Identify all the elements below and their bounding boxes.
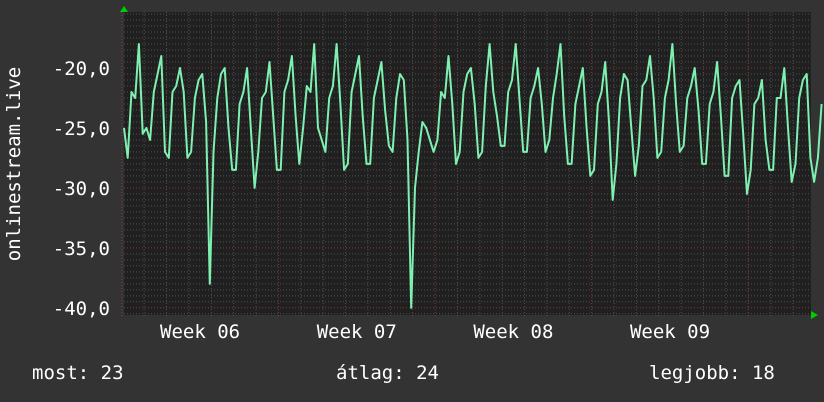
y-axis-arrow-icon <box>120 6 128 12</box>
y-tick-label: -40,0 <box>53 298 110 320</box>
y-tick-label: -35,0 <box>53 238 110 260</box>
x-tick-label: Week 07 <box>317 321 397 343</box>
y-axis: -20,0 -25,0 -30,0 -35,0 -40,0 <box>53 58 110 320</box>
y-axis-title: onlinestream.live <box>3 67 25 261</box>
average-value: átlag: 24 <box>336 362 439 384</box>
series-line-onlinestream <box>123 43 823 309</box>
y-tick-label: -25,0 <box>53 118 110 140</box>
best-value: legjobb: 18 <box>649 362 775 384</box>
y-tick-label: -20,0 <box>53 58 110 80</box>
y-tick-label: -30,0 <box>53 178 110 200</box>
x-axis: Week 06 Week 07 Week 08 Week 09 <box>160 321 710 343</box>
x-tick-label: Week 06 <box>160 321 240 343</box>
x-axis-arrow-icon <box>811 311 818 319</box>
x-tick-label: Week 09 <box>630 321 710 343</box>
current-value: most: 23 <box>32 362 124 384</box>
plot-area <box>124 12 811 315</box>
x-tick-label: Week 08 <box>473 321 553 343</box>
